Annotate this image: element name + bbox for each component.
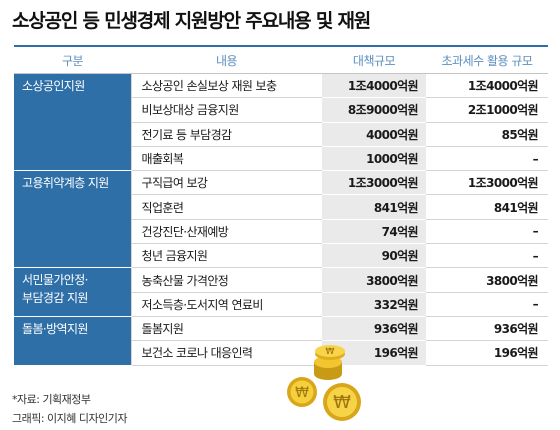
table-row: 저소득층·도서지역 연료비 332억원 – — [14, 292, 548, 317]
content-cell: 소상공인 손실보상 재원 보충 — [130, 73, 322, 99]
content-cell: 직업훈련 — [130, 194, 322, 220]
excess-tax-cell: – — [426, 243, 548, 269]
support-table: 구분 내용 대책규모 초과세수 활용 규모 소상공인지원 소상공인 손실보상 재원… — [14, 45, 548, 366]
budget-cell: 74억원 — [322, 219, 426, 245]
coin-right-icon: ₩ — [323, 383, 361, 421]
budget-cell: 1조4000억원 — [322, 73, 426, 99]
content-cell: 돌봄지원 — [130, 316, 322, 342]
won-symbol-right: ₩ — [333, 392, 351, 413]
content-cell: 구직급여 보강 — [130, 170, 322, 196]
won-symbol-top: ₩ — [326, 347, 335, 357]
support-table-container: 구분 내용 대책규모 초과세수 활용 규모 소상공인지원 소상공인 손실보상 재원… — [14, 45, 548, 366]
excess-tax-cell: 196억원 — [426, 340, 548, 366]
excess-tax-cell: 936억원 — [426, 316, 548, 342]
coin-left-icon: ₩ — [287, 377, 317, 407]
won-symbol-left: ₩ — [295, 385, 309, 401]
excess-tax-cell: – — [426, 146, 548, 172]
content-cell: 전기료 등 부담경감 — [130, 122, 322, 147]
budget-cell: 841억원 — [322, 194, 426, 220]
content-cell: 매출회복 — [130, 146, 322, 172]
header-budget: 대책규모 — [322, 45, 426, 74]
category-cell: 소상공인지원 — [14, 73, 131, 172]
table-header-row: 구분 내용 대책규모 초과세수 활용 규모 — [14, 45, 548, 74]
won-coins-icon: ₩ ₩ ₩ — [287, 345, 361, 421]
category-cell: 고용취약계층 지원 — [14, 170, 131, 269]
header-excess-tax: 초과세수 활용 규모 — [426, 45, 548, 74]
budget-cell: 4000억원 — [322, 122, 426, 147]
table-row: 비보상대상 금융지원 8조9000억원 2조1000억원 — [14, 97, 548, 123]
table-row: 청년 금융지원 90억원 – — [14, 243, 548, 269]
budget-cell: 332억원 — [322, 292, 426, 317]
header-content: 내용 — [131, 45, 322, 74]
content-cell: 청년 금융지원 — [130, 243, 322, 269]
excess-tax-cell: 841억원 — [426, 194, 548, 220]
budget-cell: 1조3000억원 — [322, 170, 426, 196]
table-row: 돌봄·방역지원 돌봄지원 936억원 936억원 — [14, 316, 548, 366]
category-cell: 돌봄·방역지원 — [14, 316, 131, 366]
table-row: 매출회복 1000억원 – — [14, 146, 548, 172]
source-note: *자료: 기획재정부 — [12, 393, 91, 406]
content-cell: 저소득층·도서지역 연료비 — [130, 292, 322, 317]
content-cell: 농축산물 가격안정 — [130, 267, 322, 293]
excess-tax-cell: 2조1000억원 — [426, 97, 548, 123]
category-cell: 서민물가안정· 부담경감 지원 — [14, 267, 131, 317]
excess-tax-cell: – — [426, 292, 548, 317]
budget-cell: 1000억원 — [322, 146, 426, 172]
page-title: 소상공인 등 민생경제 지원방안 주요내용 및 재원 — [12, 10, 371, 32]
excess-tax-cell: – — [426, 219, 548, 245]
table-body: 소상공인지원 소상공인 손실보상 재원 보충 1조4000억원 1조4000억원 비보상… — [14, 73, 548, 366]
excess-tax-cell: 1조4000억원 — [426, 73, 548, 99]
budget-cell: 8조9000억원 — [322, 97, 426, 123]
table-row: 서민물가안정· 부담경감 지원 농축산물 가격안정 3800억원 3800억원 — [14, 267, 548, 317]
table-row: 직업훈련 841억원 841억원 — [14, 194, 548, 220]
excess-tax-cell: 1조3000억원 — [426, 170, 548, 196]
content-cell: 보건소 코로나 대응인력 — [130, 340, 322, 366]
excess-tax-cell: 85억원 — [426, 122, 548, 147]
coin-stack-icon: ₩ — [314, 345, 345, 380]
budget-cell: 936억원 — [322, 316, 426, 342]
graphic-credit: 그래픽: 이지혜 디자인기자 — [12, 412, 128, 425]
budget-cell: 90억원 — [322, 243, 426, 269]
header-category: 구분 — [14, 45, 131, 74]
budget-cell: 3800억원 — [322, 267, 426, 293]
table-row: 소상공인지원 소상공인 손실보상 재원 보충 1조4000억원 1조4000억원 — [14, 73, 548, 172]
content-cell: 건강진단·산재예방 — [130, 219, 322, 245]
table-row: 전기료 등 부담경감 4000억원 85억원 — [14, 122, 548, 147]
table-row: 건강진단·산재예방 74억원 – — [14, 219, 548, 245]
content-cell: 비보상대상 금융지원 — [130, 97, 322, 123]
excess-tax-cell: 3800억원 — [426, 267, 548, 293]
table-row: 고용취약계층 지원 구직급여 보강 1조3000억원 1조3000억원 — [14, 170, 548, 269]
